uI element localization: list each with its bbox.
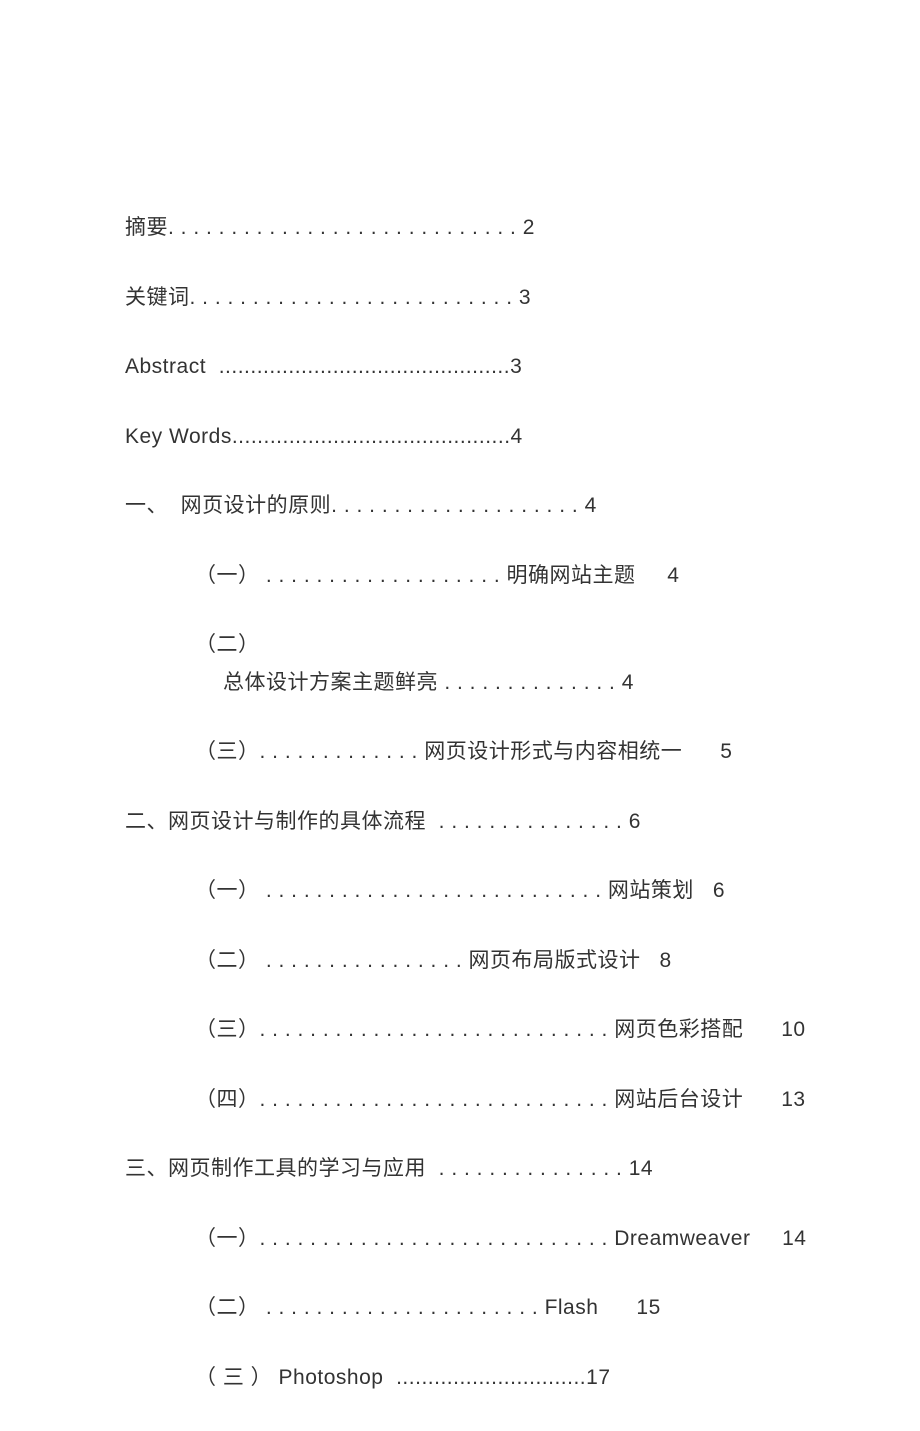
toc-entry-page: 13	[743, 1088, 805, 1111]
toc-entry: （三）. . . . . . . . . . . . . . . . . . .…	[125, 1014, 920, 1046]
toc-entry: 一、 网页设计的原则. . . . . . . . . . . . . . . …	[125, 490, 920, 522]
toc-entry: 摘要. . . . . . . . . . . . . . . . . . . …	[125, 212, 920, 244]
toc-entry-label: （ 三 ）	[195, 1366, 279, 1389]
toc-entry-label: Abstract	[125, 355, 219, 378]
toc-entry-dots: ........................................…	[232, 425, 511, 448]
toc-entry-trail: 明确网站主题	[507, 564, 636, 587]
toc-entry-page: 6	[694, 879, 725, 902]
toc-entry: （四）. . . . . . . . . . . . . . . . . . .…	[125, 1084, 920, 1116]
toc-entry: Abstract ...............................…	[125, 351, 920, 383]
toc-entry-label: （四）	[195, 1088, 260, 1111]
toc-entry: （一）. . . . . . . . . . . . . . . . . . .…	[125, 1223, 920, 1255]
toc-entry-dots: . . . . . . . . . . . . . . . .	[260, 949, 469, 972]
toc-entry-trail: Photoshop ..............................…	[279, 1366, 611, 1389]
toc-entry-label: （二）	[195, 629, 260, 661]
toc-entry-dots: . . . . . . . . . . . . .	[260, 740, 425, 763]
toc-entry-page: 10	[743, 1018, 805, 1041]
toc-entry-trail: 3	[510, 355, 522, 378]
toc-entry-dots: . . . . . . . . . . . . . . . . . . . . …	[260, 879, 608, 902]
toc-entry-label: （二）	[195, 1296, 260, 1319]
toc-entry-dots: . . . . . . . . . . . . . . . . . . . .	[331, 494, 584, 517]
toc-entry-page: 8	[641, 949, 672, 972]
table-of-contents: 摘要. . . . . . . . . . . . . . . . . . . …	[125, 212, 920, 1393]
toc-entry-trail: 4	[511, 425, 523, 448]
toc-entry-label: 三、网页制作工具的学习与应用	[125, 1157, 426, 1180]
toc-entry-trail: 2	[523, 216, 535, 239]
toc-entry-trail: 3	[519, 286, 531, 309]
toc-entry-dots: . . . . . . . . . . . . . . . . . . . . …	[168, 216, 523, 239]
toc-entry-label: （二）	[195, 949, 260, 972]
toc-entry-trail: 6	[629, 810, 641, 833]
toc-entry-label: （三）	[195, 740, 260, 763]
toc-entry: （一） . . . . . . . . . . . . . . . . . . …	[125, 560, 920, 592]
toc-entry-trail: 网站策划	[608, 879, 694, 902]
toc-entry: 二、网页设计与制作的具体流程 . . . . . . . . . . . . .…	[125, 806, 920, 838]
toc-entry-wraptext: 总体设计方案主题鲜亮 . . . . . . . . . . . . . . 4	[195, 667, 920, 699]
toc-entry-dots: . . . . . . . . . . . . . . .	[426, 810, 629, 833]
toc-entry-dots: . . . . . . . . . . . . . . . . . . . . …	[260, 1227, 615, 1250]
toc-entry-page: 15	[598, 1296, 660, 1319]
toc-entry-dots: ........................................…	[219, 355, 510, 378]
toc-entry: （ 三 ） Photoshop ........................…	[125, 1362, 920, 1394]
toc-entry: （二） 总体设计方案主题鲜亮 . . . . . . . . . . . . . …	[125, 629, 920, 698]
toc-entry-dots: . . . . . . . . . . . . . . . . . . . . …	[260, 1296, 545, 1319]
toc-entry-trail: 网页设计形式与内容相统一	[424, 740, 682, 763]
toc-entry-dots: . . . . . . . . . . . . . . .	[426, 1157, 629, 1180]
toc-entry-label: 一、 网页设计的原则	[125, 494, 331, 517]
toc-entry-dots: . . . . . . . . . . . . . . . . . . .	[260, 564, 507, 587]
toc-entry-label: Key Words	[125, 425, 232, 448]
toc-entry-label: 摘要	[125, 216, 168, 239]
toc-entry-trail: Flash	[545, 1296, 599, 1319]
toc-entry-trail: Dreamweaver	[614, 1227, 750, 1250]
toc-entry-trail: 网站后台设计	[614, 1088, 743, 1111]
toc-entry: （三）. . . . . . . . . . . . . 网页设计形式与内容相统…	[125, 736, 920, 768]
toc-entry: （二） . . . . . . . . . . . . . . . . . . …	[125, 1292, 920, 1324]
toc-entry: 关键词. . . . . . . . . . . . . . . . . . .…	[125, 282, 920, 314]
toc-entry-page: 4	[636, 564, 680, 587]
toc-entry-label: （三）	[195, 1018, 260, 1041]
toc-entry-dots: . . . . . . . . . . . . . . . . . . . . …	[260, 1018, 615, 1041]
toc-entry-label: 关键词	[125, 286, 190, 309]
toc-entry-label: （一）	[195, 564, 260, 587]
toc-entry: 三、网页制作工具的学习与应用 . . . . . . . . . . . . .…	[125, 1153, 920, 1185]
toc-entry-dots: . . . . . . . . . . . . . . . . . . . . …	[190, 286, 519, 309]
toc-entry: （一） . . . . . . . . . . . . . . . . . . …	[125, 875, 920, 907]
toc-entry-trail: 14	[629, 1157, 653, 1180]
toc-entry-trail: 4	[585, 494, 597, 517]
toc-entry: （二） . . . . . . . . . . . . . . . . 网页布局…	[125, 945, 920, 977]
toc-entry: Key Words...............................…	[125, 421, 920, 453]
toc-entry-page: 14	[750, 1227, 806, 1250]
toc-entry-label: 二、网页设计与制作的具体流程	[125, 810, 426, 833]
toc-entry-page: 5	[682, 740, 732, 763]
toc-entry-label: （一）	[195, 879, 260, 902]
toc-entry-trail: 网页布局版式设计	[469, 949, 641, 972]
toc-entry-dots: . . . . . . . . . . . . . . . . . . . . …	[260, 1088, 615, 1111]
toc-entry-label: （一）	[195, 1227, 260, 1250]
toc-entry-trail: 网页色彩搭配	[614, 1018, 743, 1041]
